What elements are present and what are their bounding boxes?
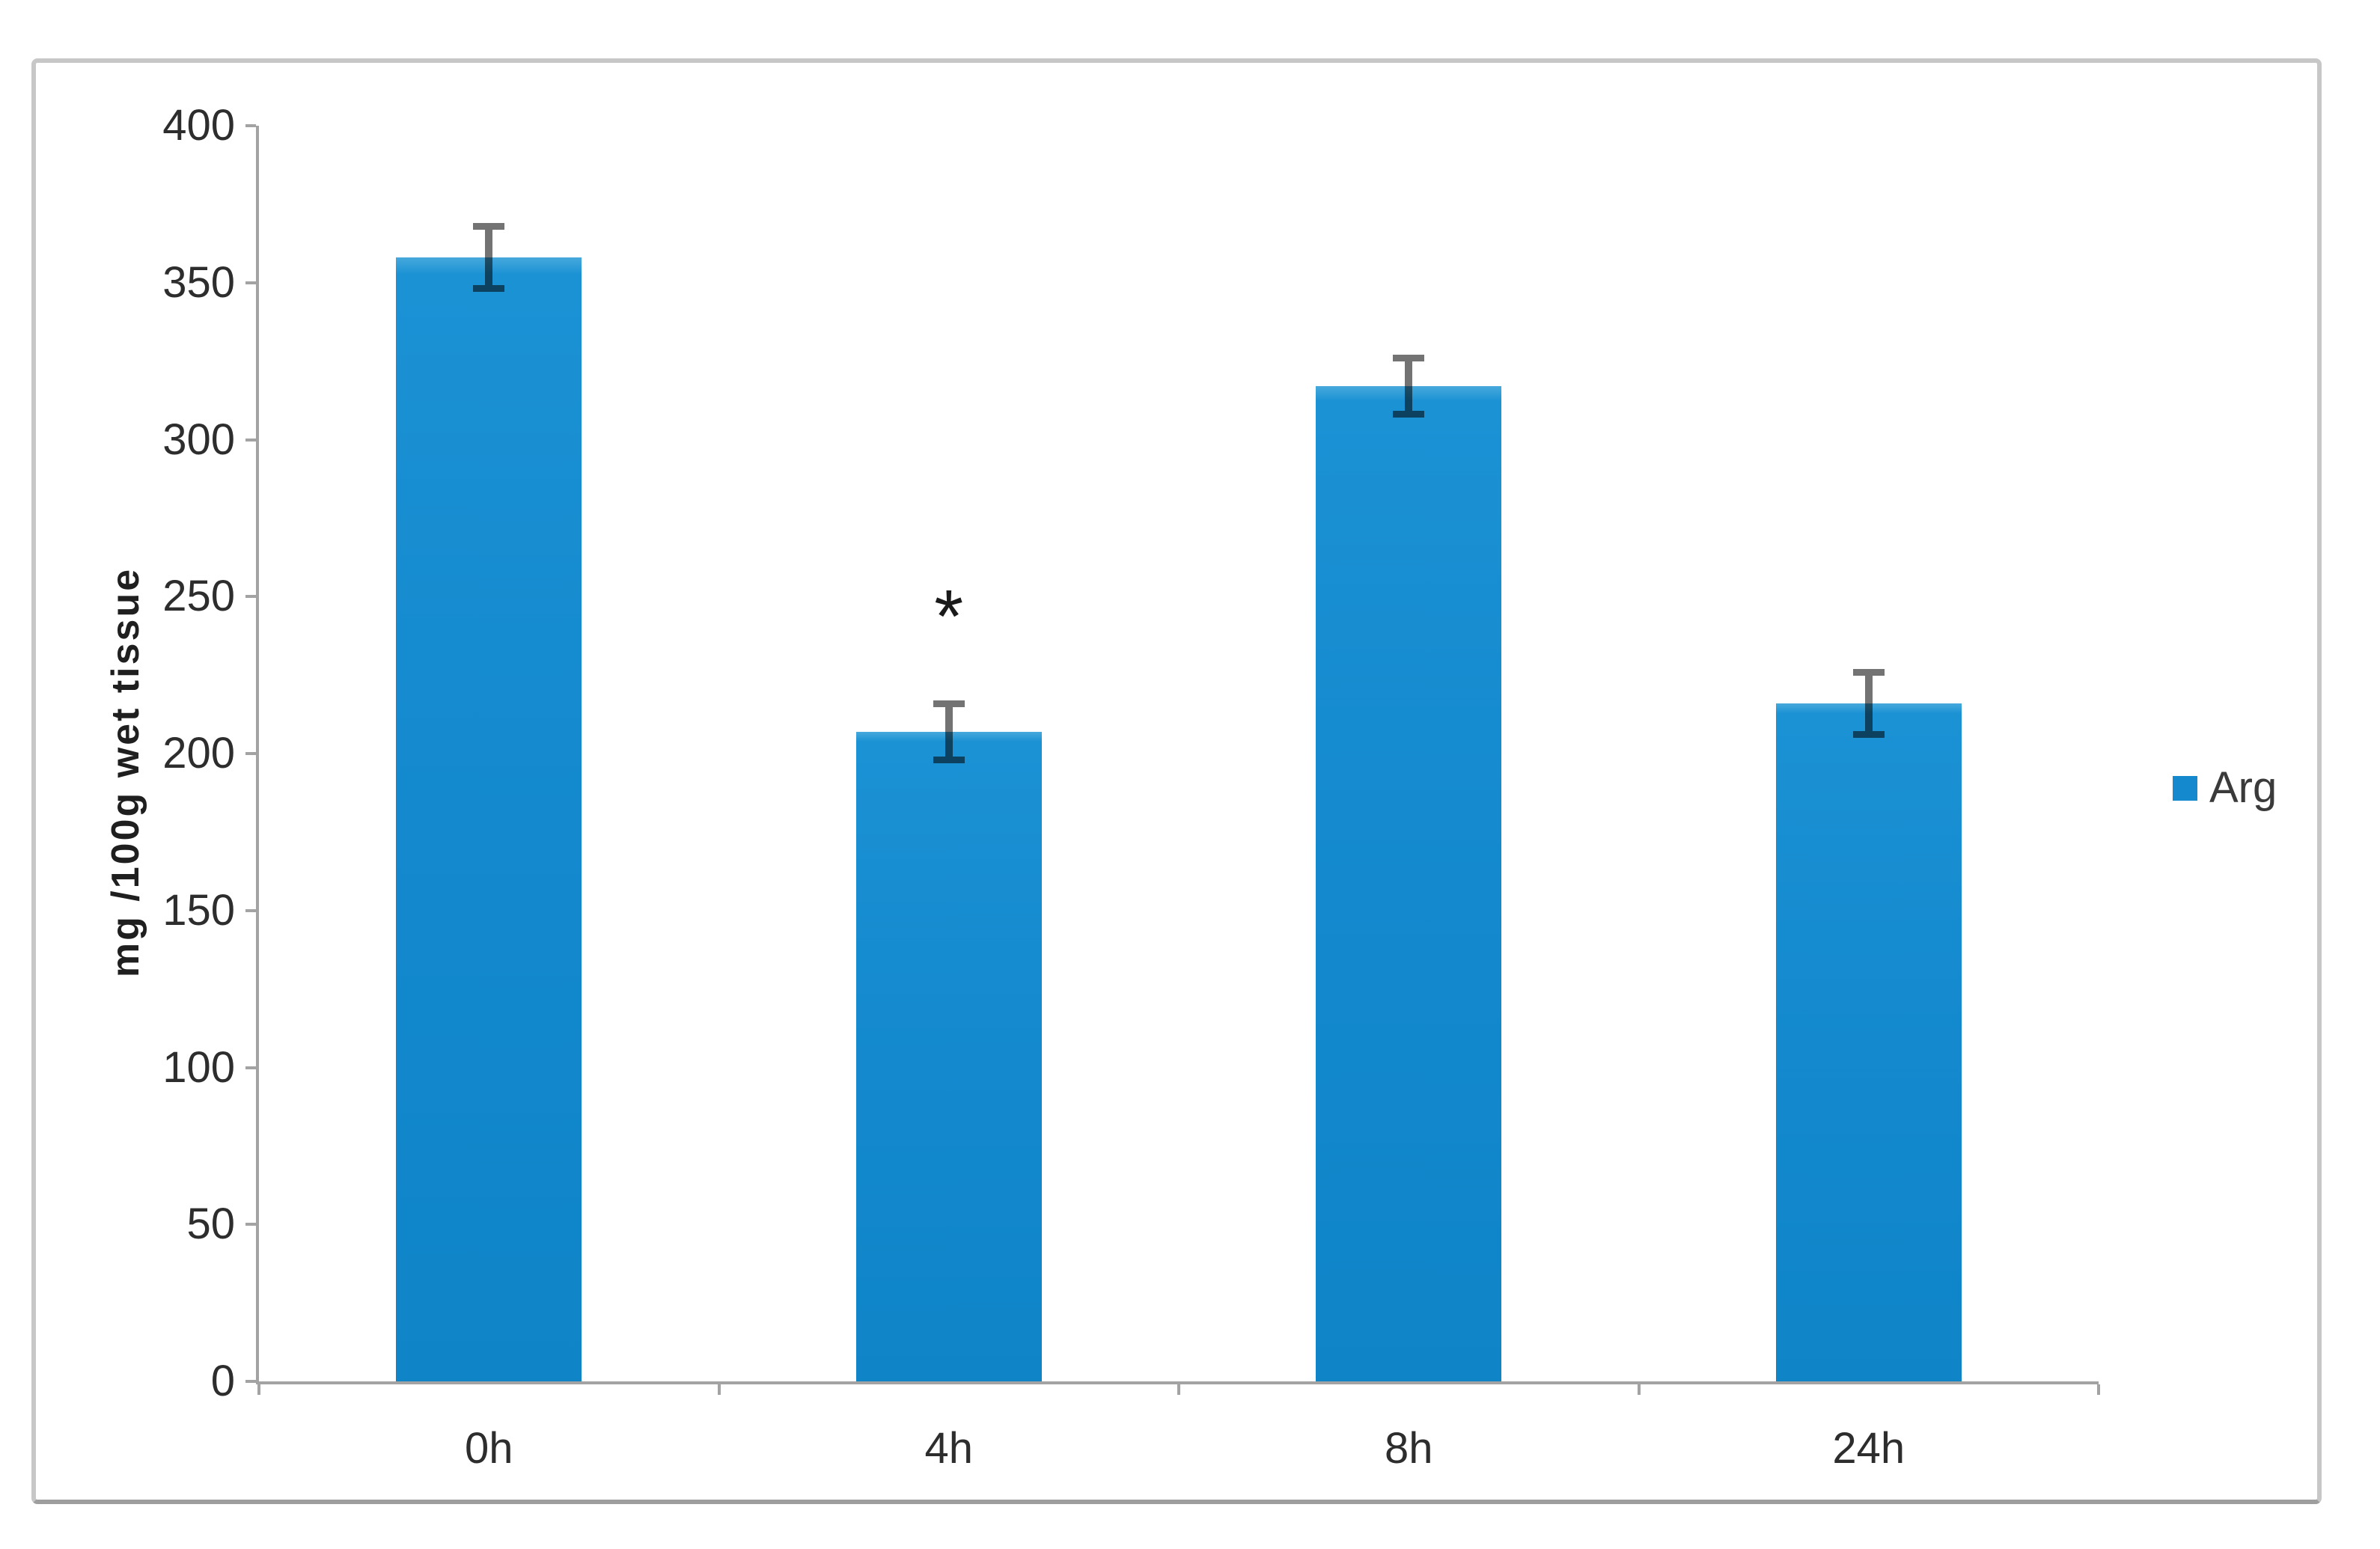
x-tick-label-0h: 0h [464, 1424, 513, 1473]
error-bar-cap-top-8h [1393, 355, 1425, 362]
error-bar-cap-top-4h [933, 700, 965, 707]
y-tick-label-50: 50 [186, 1200, 235, 1249]
y-axis-tick-350 [245, 281, 256, 284]
y-tick-label-200: 200 [162, 729, 235, 777]
x-axis-tick-1 [717, 1384, 721, 1395]
x-axis-tick-0 [257, 1384, 260, 1395]
error-bar-cap-bottom-4h [933, 756, 965, 763]
x-axis-tick-2 [1177, 1384, 1180, 1395]
y-axis-tick-250 [245, 595, 256, 599]
legend: Arg [2173, 763, 2277, 813]
error-bar-cap-bottom-0h [473, 285, 505, 293]
legend-swatch-icon [2173, 775, 2197, 801]
error-bar-line-0h [485, 230, 493, 286]
bar-24h [1775, 703, 1962, 1381]
x-tick-label-4h: 4h [924, 1424, 973, 1473]
legend-series-label: Arg [2209, 763, 2277, 812]
y-axis-tick-400 [245, 124, 256, 127]
error-bar-cap-bottom-8h [1393, 411, 1425, 418]
x-tick-label-24h: 24h [1832, 1424, 1905, 1473]
y-tick-label-0: 0 [210, 1357, 235, 1405]
y-axis-tick-150 [245, 908, 256, 912]
x-axis-tick-3 [1637, 1384, 1641, 1395]
error-bar-line-8h [1405, 361, 1413, 412]
error-bar-cap-top-24h [1852, 668, 1885, 676]
y-tick-label-250: 250 [162, 572, 235, 621]
x-axis-tick-4 [2097, 1384, 2100, 1395]
bar-4h [855, 731, 1042, 1381]
bar-8h [1316, 386, 1502, 1381]
y-tick-label-350: 350 [162, 257, 235, 307]
significance-asterisk: * [934, 574, 964, 659]
x-tick-label-8h: 8h [1384, 1424, 1433, 1473]
error-bar-line-4h [945, 706, 953, 757]
y-tick-label-150: 150 [162, 885, 235, 935]
y-axis-tick-300 [245, 438, 256, 442]
bar-0h [396, 257, 582, 1381]
y-tick-label-400: 400 [162, 101, 235, 150]
error-bar-line-24h [1864, 675, 1873, 732]
error-bar-cap-bottom-24h [1852, 731, 1885, 739]
y-tick-label-100: 100 [162, 1042, 235, 1092]
y-tick-label-300: 300 [162, 415, 235, 464]
y-axis-tick-0 [245, 1380, 256, 1383]
y-axis-tick-100 [245, 1066, 256, 1069]
y-axis-tick-50 [245, 1223, 256, 1226]
x-axis-line [256, 1381, 2099, 1384]
y-axis-tick-200 [245, 752, 256, 755]
y-axis-line [256, 126, 259, 1384]
error-bar-cap-top-0h [473, 223, 505, 230]
